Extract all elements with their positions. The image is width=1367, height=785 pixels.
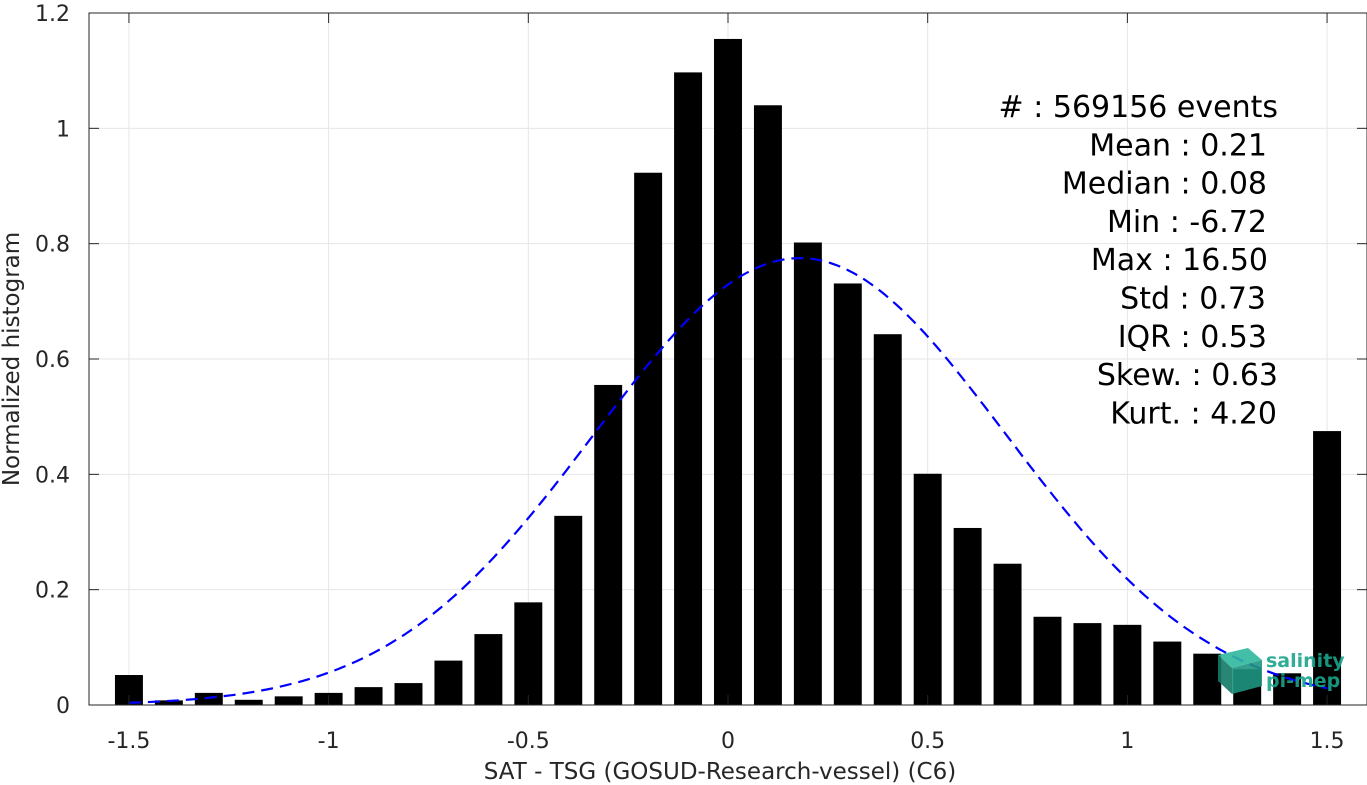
y-tick-label: 0.6 <box>35 348 70 373</box>
x-axis-label: SAT - TSG (GOSUD-Research-vessel) (C6) <box>484 759 956 785</box>
histogram-bar <box>394 683 423 705</box>
stats-line: # : 569156 events <box>999 90 1278 125</box>
histogram-bar <box>953 527 982 705</box>
histogram-bar <box>154 700 183 705</box>
histogram-bar <box>833 283 862 705</box>
histogram-bar <box>514 602 543 705</box>
x-tick-label: 1 <box>1120 729 1134 754</box>
axis-ticks <box>89 12 1367 706</box>
salinity-pimep-logo: salinity pi-mep <box>1218 648 1345 694</box>
histogram-bar <box>434 660 463 705</box>
histogram-bar <box>1113 624 1142 705</box>
stats-line: Std : 0.73 <box>1120 282 1266 317</box>
histogram-bar <box>1033 616 1062 705</box>
histogram-bar <box>234 699 263 705</box>
histogram-bar <box>274 696 303 705</box>
histogram-bar <box>1153 641 1182 705</box>
x-tick-label: 1.5 <box>1310 729 1345 754</box>
histogram-bar <box>474 634 503 705</box>
histogram-bar <box>753 105 782 706</box>
x-tick-label: -0.5 <box>507 729 550 754</box>
stats-line: Min : -6.72 <box>1107 205 1267 240</box>
histogram-bar <box>993 563 1022 705</box>
x-tick-labels: -1.5 -1 -0.5 0 0.5 1 1.5 <box>107 729 1344 754</box>
histogram-bar <box>1073 623 1102 705</box>
histogram-bar <box>634 172 663 705</box>
y-axis-label: Normalized histogram <box>0 232 25 486</box>
y-tick-labels: 0 0.2 0.4 0.6 0.8 1 1.2 <box>35 2 70 719</box>
logo-line1: salinity <box>1266 650 1345 672</box>
histogram-bar <box>594 384 623 705</box>
histogram-bar <box>354 687 383 705</box>
histogram-bar <box>913 473 942 705</box>
y-tick-label: 1 <box>56 117 70 142</box>
x-tick-label: 0.5 <box>910 729 945 754</box>
stats-line: Median : 0.08 <box>1062 167 1267 202</box>
x-tick-label: 0 <box>721 729 735 754</box>
logo-line2: pi-mep <box>1266 670 1340 692</box>
y-tick-label: 0.2 <box>35 579 70 604</box>
stats-line: Kurt. : 4.20 <box>1110 396 1277 431</box>
stats-line: IQR : 0.53 <box>1118 320 1267 355</box>
stats-line: Mean : 0.21 <box>1089 128 1267 163</box>
histogram-bar <box>1193 653 1222 705</box>
stats-line: Max : 16.50 <box>1091 243 1268 278</box>
y-tick-label: 0.4 <box>35 463 70 488</box>
y-tick-label: 1.2 <box>35 2 70 27</box>
y-tick-label: 0.8 <box>35 233 70 258</box>
histogram-bar <box>714 38 742 705</box>
histogram-bar <box>1313 431 1342 705</box>
stats-line: Skew. : 0.63 <box>1097 358 1278 393</box>
histogram-bar <box>873 334 902 705</box>
gaussian-fit-curve <box>128 256 1328 704</box>
y-tick-label: 0 <box>56 694 70 719</box>
x-tick-label: -1 <box>318 729 340 754</box>
cube-logo-icon <box>1218 648 1262 694</box>
x-tick-label: -1.5 <box>107 729 150 754</box>
histogram-bar <box>793 242 822 705</box>
histogram-bar <box>554 515 583 705</box>
histogram-bar <box>194 692 223 705</box>
histogram-bars <box>114 38 1342 706</box>
histogram-bar <box>674 72 703 705</box>
